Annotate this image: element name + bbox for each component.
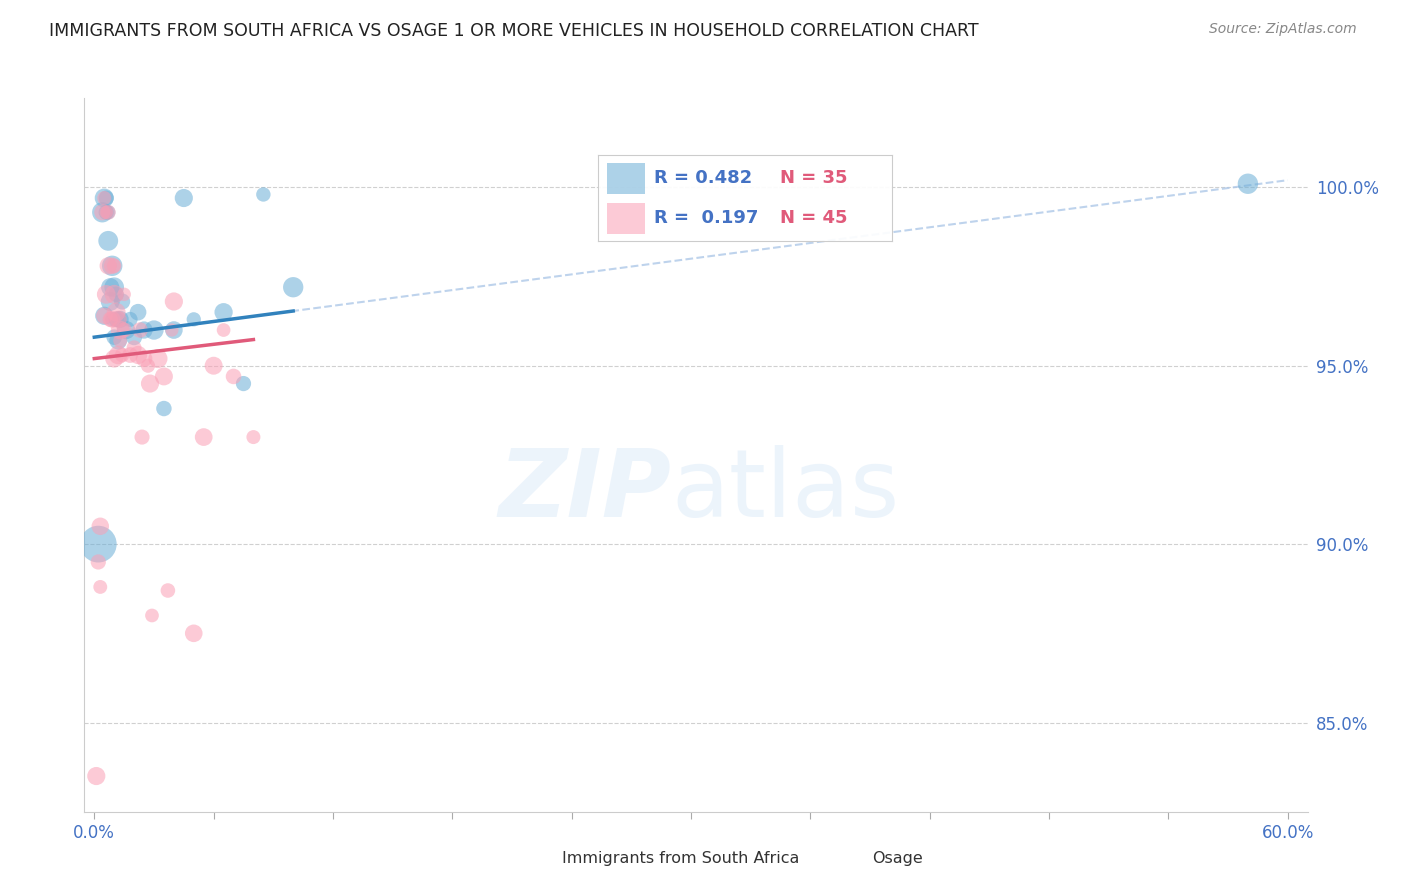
Point bbox=[127, 305, 149, 319]
Text: Immigrants from South Africa: Immigrants from South Africa bbox=[562, 851, 800, 865]
Text: ZIP: ZIP bbox=[499, 444, 672, 537]
Point bbox=[127, 348, 149, 362]
Point bbox=[107, 312, 129, 326]
Point bbox=[153, 401, 176, 416]
Point bbox=[101, 312, 124, 326]
Point bbox=[143, 323, 166, 337]
Point bbox=[101, 259, 124, 273]
Point bbox=[89, 519, 111, 533]
Point bbox=[111, 348, 134, 362]
Point bbox=[89, 580, 111, 594]
Point bbox=[173, 191, 195, 205]
Point bbox=[183, 312, 205, 326]
Point bbox=[103, 280, 125, 294]
Text: R =  0.197: R = 0.197 bbox=[654, 209, 758, 227]
Point bbox=[132, 323, 155, 337]
Point bbox=[107, 334, 129, 348]
Point bbox=[115, 323, 138, 337]
Text: R = 0.482: R = 0.482 bbox=[654, 169, 752, 187]
Point bbox=[111, 294, 134, 309]
Point bbox=[96, 205, 118, 219]
Point bbox=[93, 191, 115, 205]
Point bbox=[97, 205, 120, 219]
Text: atlas: atlas bbox=[672, 444, 900, 537]
Point bbox=[103, 330, 125, 344]
Point bbox=[112, 287, 135, 301]
Point bbox=[105, 287, 128, 301]
Text: N = 35: N = 35 bbox=[780, 169, 848, 187]
Point bbox=[96, 191, 118, 205]
Point bbox=[91, 205, 114, 219]
Point bbox=[93, 309, 115, 323]
Point bbox=[141, 608, 163, 623]
Point bbox=[153, 369, 176, 384]
Point bbox=[202, 359, 225, 373]
Point bbox=[103, 287, 125, 301]
Point bbox=[101, 312, 124, 326]
Point bbox=[163, 294, 186, 309]
Point bbox=[93, 191, 115, 205]
Point bbox=[96, 205, 118, 219]
Point bbox=[222, 369, 245, 384]
Point bbox=[212, 305, 235, 319]
Text: IMMIGRANTS FROM SOUTH AFRICA VS OSAGE 1 OR MORE VEHICLES IN HOUSEHOLD CORRELATIO: IMMIGRANTS FROM SOUTH AFRICA VS OSAGE 1 … bbox=[49, 22, 979, 40]
Point bbox=[98, 280, 121, 294]
Point bbox=[98, 312, 121, 326]
Point bbox=[212, 323, 235, 337]
Text: Source: ZipAtlas.com: Source: ZipAtlas.com bbox=[1209, 22, 1357, 37]
Point bbox=[183, 626, 205, 640]
Point bbox=[108, 334, 131, 348]
Point bbox=[129, 323, 152, 337]
Point bbox=[112, 323, 135, 337]
Point bbox=[98, 294, 121, 309]
Point bbox=[146, 351, 169, 366]
Point bbox=[108, 312, 131, 326]
Point bbox=[103, 351, 125, 366]
Point bbox=[120, 312, 142, 326]
Point bbox=[107, 348, 129, 362]
Point bbox=[97, 205, 120, 219]
Point bbox=[108, 323, 131, 337]
Point bbox=[160, 323, 183, 337]
Point bbox=[97, 234, 120, 248]
Point bbox=[120, 348, 142, 362]
Bar bbox=[607, 203, 645, 234]
Point bbox=[101, 259, 124, 273]
Point bbox=[242, 430, 264, 444]
Point bbox=[91, 205, 114, 219]
Point bbox=[136, 359, 159, 373]
Point bbox=[103, 259, 125, 273]
Point bbox=[93, 309, 115, 323]
Point bbox=[193, 430, 215, 444]
Point bbox=[131, 430, 153, 444]
Point bbox=[232, 376, 254, 391]
Text: Osage: Osage bbox=[872, 851, 922, 865]
Point bbox=[252, 187, 274, 202]
Point bbox=[84, 769, 107, 783]
Point bbox=[96, 287, 118, 301]
Point bbox=[283, 280, 305, 294]
Point bbox=[105, 305, 128, 319]
Point bbox=[107, 312, 129, 326]
Point bbox=[87, 555, 110, 569]
Point bbox=[87, 537, 110, 551]
Point bbox=[1237, 177, 1260, 191]
Bar bbox=[607, 163, 645, 194]
Point bbox=[97, 259, 120, 273]
Text: N = 45: N = 45 bbox=[780, 209, 848, 227]
Point bbox=[132, 351, 155, 366]
Point bbox=[105, 312, 128, 326]
Point bbox=[163, 323, 186, 337]
Point bbox=[122, 341, 145, 355]
Point bbox=[156, 583, 179, 598]
Point bbox=[139, 376, 162, 391]
Point bbox=[122, 330, 145, 344]
